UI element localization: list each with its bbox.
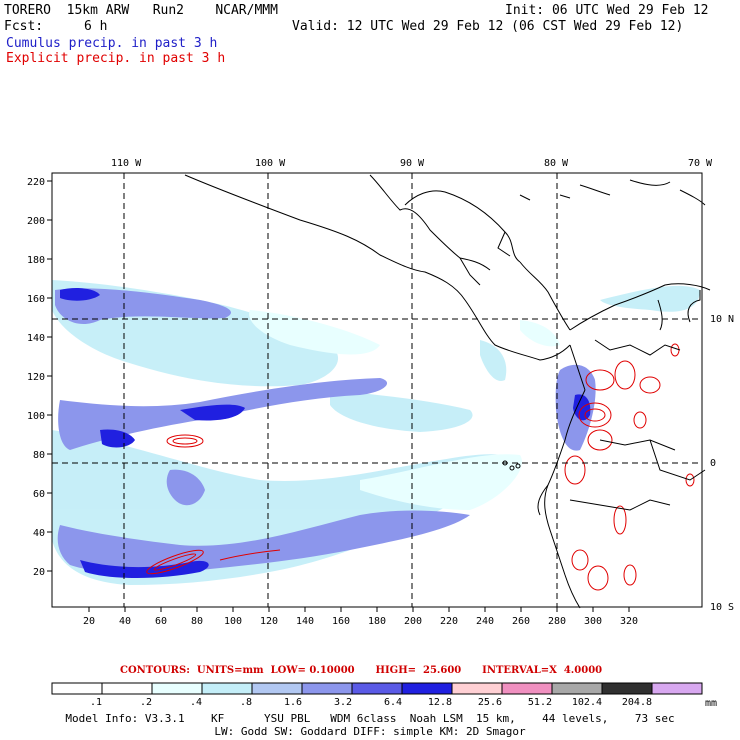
lat-label: 10 N (710, 314, 734, 325)
lon-label: 110 W (111, 158, 142, 169)
legend-label: .8 (240, 697, 252, 708)
x-tick-label: 260 (512, 616, 530, 627)
lon-label: 90 W (400, 158, 425, 169)
init-time: Init: 06 UTC Wed 29 Feb 12 (505, 3, 709, 18)
cumulus-precip-faint (249, 310, 560, 510)
y-tick-label: 20 (33, 567, 45, 578)
y-tick-label: 40 (33, 528, 45, 539)
model-info: Model Info: V3.3.1 KF YSU PBL WDM 6class… (65, 712, 675, 725)
y-tick-label: 80 (33, 450, 45, 461)
legend-label: 12.8 (428, 697, 452, 708)
legend-swatch (351, 682, 403, 695)
x-tick-label: 200 (404, 616, 422, 627)
legend-swatch (151, 682, 203, 695)
legend-swatch (251, 682, 303, 695)
physics-info: LW: Godd SW: Goddard DIFF: simple KM: 2D… (214, 725, 526, 738)
latitude-labels: 10 N 0 10 S (710, 314, 734, 613)
legend-swatch (651, 682, 703, 695)
x-tick-label: 180 (368, 616, 386, 627)
x-tick-label: 140 (296, 616, 314, 627)
legend-swatch (101, 682, 153, 695)
legend-label: .1 (90, 697, 102, 708)
forecast-hour: 6 h (84, 19, 108, 34)
legend-label: .2 (140, 697, 152, 708)
legend-swatch (501, 682, 553, 695)
legend-label: 6.4 (384, 697, 402, 708)
longitude-labels: 110 W 100 W 90 W 80 W 70 W (111, 158, 713, 169)
legend-swatch (451, 682, 503, 695)
x-tick-label: 40 (119, 616, 131, 627)
legend-label: 204.8 (622, 697, 652, 708)
y-ticks: 220 200 180 160 140 120 100 80 60 40 20 (27, 177, 52, 578)
legend-swatch (301, 682, 353, 695)
x-tick-label: 60 (155, 616, 167, 627)
y-tick-label: 160 (27, 294, 45, 305)
x-tick-label: 240 (476, 616, 494, 627)
legend-label: 1.6 (284, 697, 302, 708)
x-tick-label: 280 (548, 616, 566, 627)
legend-label: 102.4 (572, 697, 602, 708)
explicit-precip-contours (146, 343, 695, 591)
cumulus-field-label: Cumulus precip. in past 3 h (6, 36, 218, 51)
y-tick-label: 120 (27, 372, 45, 383)
lon-label: 70 W (688, 158, 713, 169)
legend-label: 25.6 (478, 697, 502, 708)
y-tick-label: 220 (27, 177, 45, 188)
contour-info: CONTOURS: UNITS=mm LOW= 0.10000 HIGH= 25… (120, 665, 603, 676)
legend-label: .4 (190, 697, 202, 708)
lon-label: 100 W (255, 158, 286, 169)
legend-swatch (201, 682, 253, 695)
x-tick-label: 160 (332, 616, 350, 627)
legend-units: mm (705, 698, 717, 709)
x-tick-label: 80 (191, 616, 203, 627)
lon-label: 80 W (544, 158, 569, 169)
explicit-field-label: Explicit precip. in past 3 h (6, 51, 226, 66)
y-tick-label: 60 (33, 489, 45, 500)
x-tick-label: 100 (224, 616, 242, 627)
valid-time: Valid: 12 UTC Wed 29 Feb 12 (06 CST Wed … (292, 19, 684, 34)
coastlines (184, 174, 711, 609)
x-tick-label: 20 (83, 616, 95, 627)
legend-swatch (401, 682, 453, 695)
model-title: TORERO 15km ARW Run2 NCAR/MMM (4, 3, 278, 18)
x-tick-label: 300 (584, 616, 602, 627)
color-legend: .1 .2 .4 .8 1.6 3.2 6.4 12.8 25.6 51.2 102.4 204.8 (51, 682, 703, 708)
y-tick-label: 200 (27, 216, 45, 227)
legend-swatch (51, 682, 103, 695)
legend-swatch (601, 682, 653, 695)
lat-lon-grid (52, 173, 702, 607)
legend-label: 51.2 (528, 697, 552, 708)
lat-label: 10 S (710, 602, 734, 613)
x-tick-label: 320 (620, 616, 638, 627)
forecast-label: Fcst: (4, 19, 44, 34)
x-tick-label: 220 (440, 616, 458, 627)
legend-label: 3.2 (334, 697, 352, 708)
x-ticks: 20 40 60 80 100 120 140 160 180 200 220 … (83, 607, 638, 627)
y-tick-label: 100 (27, 411, 45, 422)
x-tick-label: 120 (260, 616, 278, 627)
y-tick-label: 140 (27, 333, 45, 344)
lat-label: 0 (710, 458, 716, 469)
y-tick-label: 180 (27, 255, 45, 266)
legend-swatch (551, 682, 603, 695)
